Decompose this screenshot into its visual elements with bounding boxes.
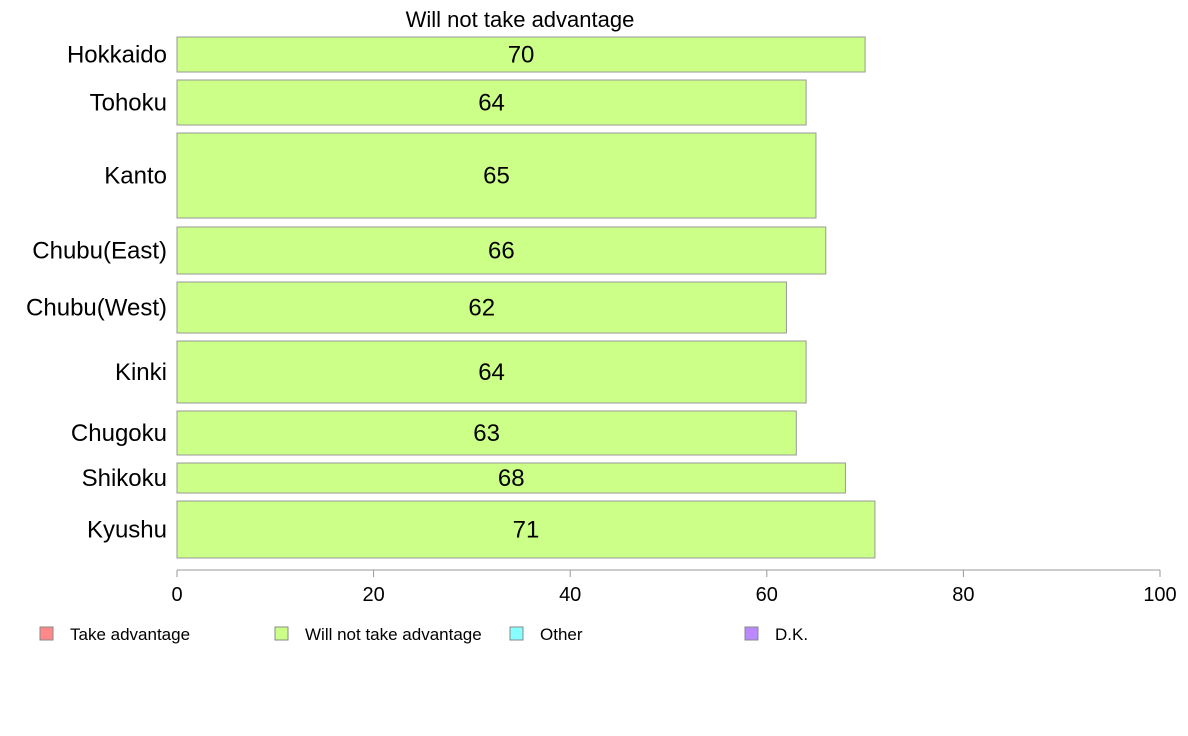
x-tick-label: 0 (171, 584, 182, 606)
x-tick-label: 20 (362, 584, 384, 606)
category-label: Chugoku (71, 420, 167, 447)
x-tick-label: 80 (952, 584, 974, 606)
legend-swatch (274, 626, 289, 641)
category-label: Tohoku (90, 90, 167, 117)
x-axis: 0 20 40 60 80 100 (171, 569, 1177, 606)
bar (176, 226, 827, 275)
bar (176, 340, 807, 404)
category-label: Kanto (104, 163, 167, 190)
bar (176, 281, 787, 334)
bar (176, 410, 797, 456)
legend: Take advantage Will not take advantage Oth… (39, 625, 808, 644)
data-label: 70 (508, 42, 535, 69)
category-label: Hokkaido (67, 42, 167, 69)
data-label: 64 (478, 359, 505, 386)
legend-swatch (509, 626, 524, 641)
bar (176, 462, 846, 494)
legend-label: Other (540, 625, 583, 644)
bar (176, 500, 876, 559)
data-label: 63 (473, 420, 500, 447)
legend-swatch (39, 626, 54, 641)
legend-label: D.K. (775, 625, 808, 644)
x-tick-label: 60 (756, 584, 778, 606)
data-label: 64 (478, 90, 505, 117)
category-label: Kyushu (87, 517, 167, 544)
category-label: Shikoku (82, 465, 167, 492)
category-label: Chubu(East) (32, 238, 167, 265)
chart-title: Will not take advantage (406, 7, 635, 32)
bar (176, 79, 807, 126)
x-tick-label: 40 (559, 584, 581, 606)
category-label: Kinki (115, 359, 167, 386)
legend-swatch (744, 626, 759, 641)
data-label: 66 (488, 238, 515, 265)
data-label: 68 (498, 465, 525, 492)
data-label: 65 (483, 163, 510, 190)
bar (176, 36, 866, 73)
legend-label: Will not take advantage (305, 625, 482, 644)
data-label: 62 (468, 295, 495, 322)
category-label: Chubu(West) (26, 295, 167, 322)
x-tick-label: 100 (1143, 584, 1176, 606)
legend-label: Take advantage (70, 625, 190, 644)
bars-group: Hokkaido 70 Tohoku 64 Kanto 65 Chubu(East) 66 Ch… (26, 36, 876, 559)
bar (176, 132, 817, 219)
data-label: 71 (513, 517, 540, 544)
